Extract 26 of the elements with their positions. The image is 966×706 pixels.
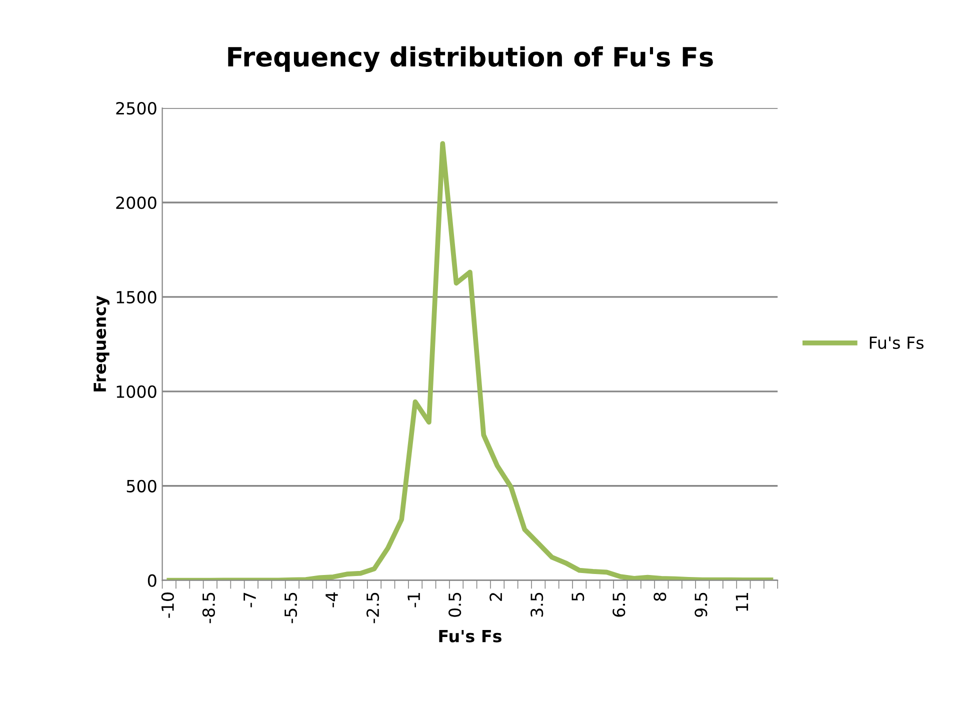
- x-tick-label: 2: [490, 593, 502, 601]
- x-tick-label: -7: [244, 592, 256, 608]
- x-tick-label: 0.5: [448, 592, 462, 617]
- x-tick-label: 6.5: [612, 592, 626, 617]
- x-tick-label: -10: [161, 592, 174, 618]
- x-axis-title: Fu's Fs: [439, 630, 502, 642]
- y-tick-label: 500: [126, 480, 156, 492]
- y-tick-label: 2500: [116, 102, 156, 115]
- x-tick-label: -4: [326, 592, 338, 608]
- x-tick-label: 8: [654, 592, 666, 601]
- y-tick-label: 1500: [116, 290, 156, 304]
- x-tick-label: -5.5: [284, 592, 298, 624]
- x-tick-label: 5: [572, 592, 584, 601]
- chart-title: Frequency distribution of Fu's Fs: [228, 46, 713, 72]
- line-series: [166, 141, 774, 580]
- y-tick-label: 2000: [116, 196, 156, 210]
- y-axis-title: Frequency: [94, 296, 110, 392]
- x-tick-label: 9.5: [694, 592, 708, 617]
- x-tick-label: 3.5: [530, 592, 544, 617]
- x-tick-label: -1: [408, 592, 420, 608]
- x-tick-label: -2.5: [366, 592, 380, 624]
- x-tick-label: -8.5: [202, 592, 215, 624]
- x-tick-label: 11: [736, 592, 748, 611]
- y-tick-label: 0: [148, 574, 156, 587]
- y-tick-label: 1000: [116, 385, 156, 398]
- legend-label: Fu's Fs: [870, 336, 924, 350]
